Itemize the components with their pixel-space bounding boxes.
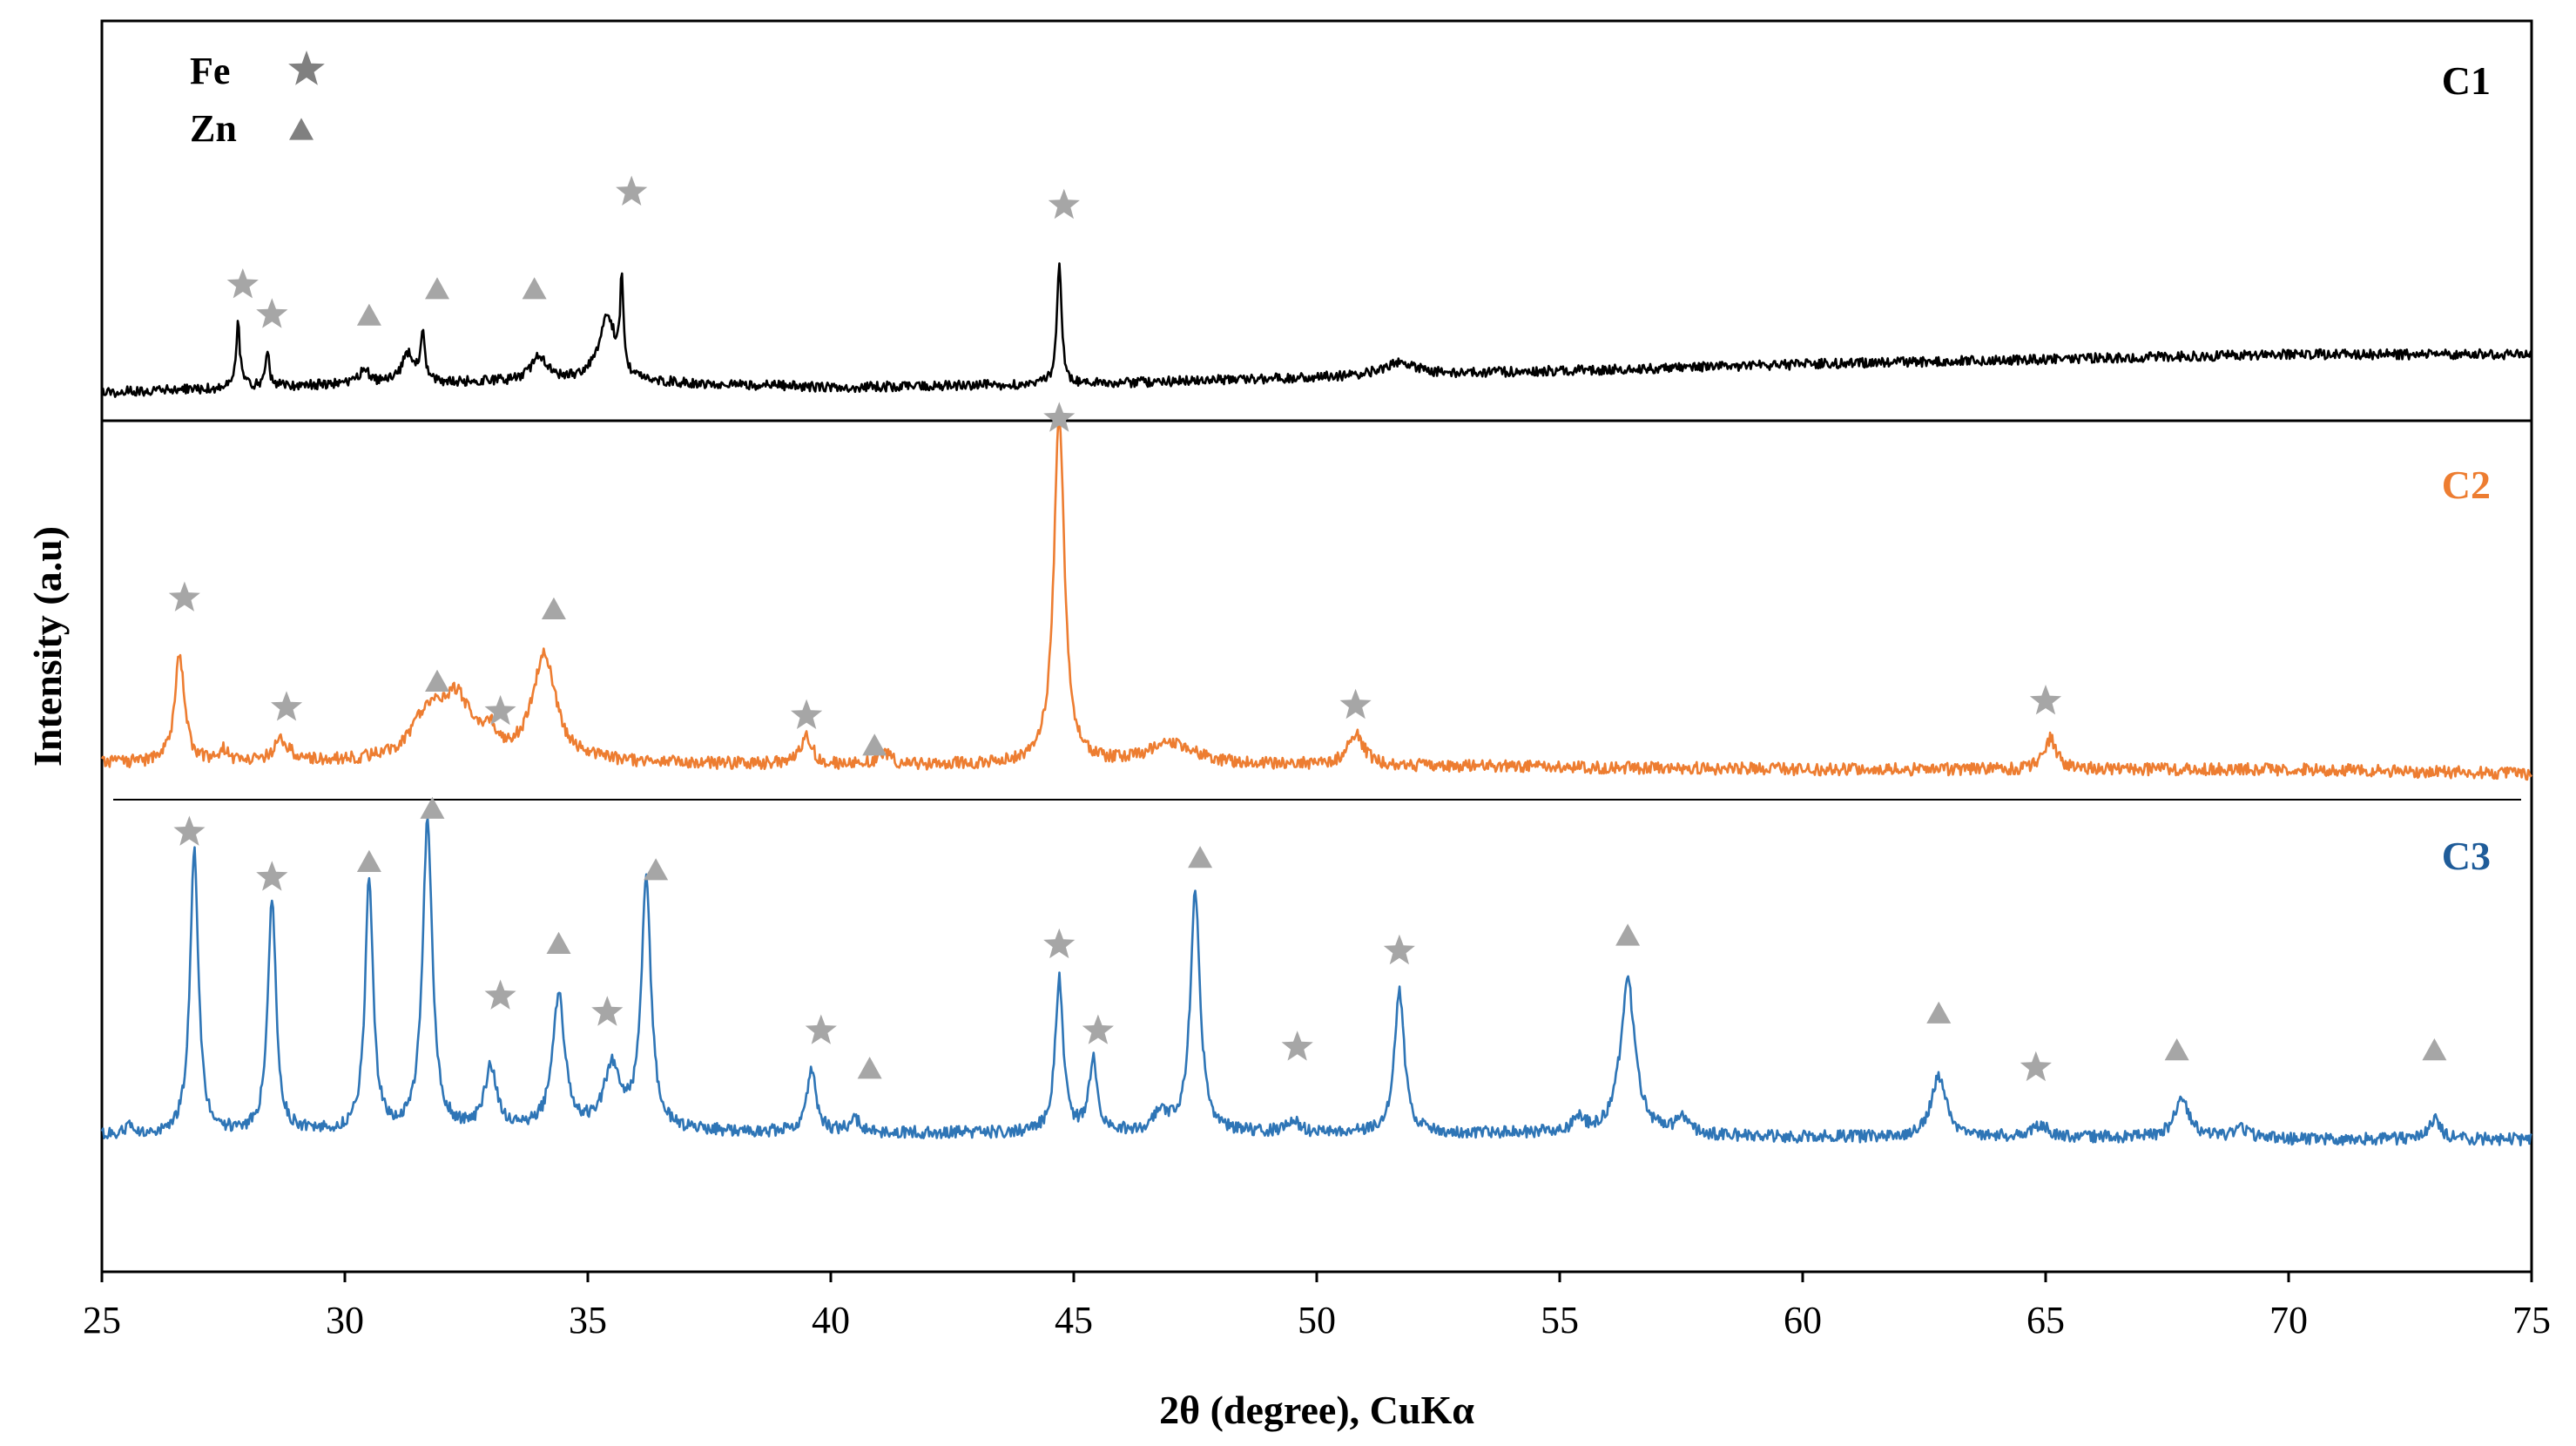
fe-star-marker-c3-13 xyxy=(1281,1030,1313,1061)
fe-star-marker-c2-1 xyxy=(271,691,303,721)
x-tick-label-35: 35 xyxy=(569,1299,607,1341)
fe-star-marker-c3-6 xyxy=(591,996,624,1026)
y-axis-title: Intensity (a.u) xyxy=(25,526,70,767)
series-line-c3 xyxy=(100,817,2532,1146)
legend: Fe Zn xyxy=(190,50,325,150)
zn-triangle-marker-c2-2 xyxy=(425,669,450,692)
legend-star-icon xyxy=(288,51,325,85)
zn-triangle-marker-c3-7 xyxy=(644,858,669,881)
fe-star-marker-c3-0 xyxy=(173,815,206,846)
x-axis-title: 2θ (degree), CuKα xyxy=(1159,1388,1474,1432)
plot-frame xyxy=(100,19,2533,1274)
x-tick-label-75: 75 xyxy=(2512,1299,2551,1341)
series-line-c2 xyxy=(100,416,2532,781)
fe-star-marker-c2-7 xyxy=(1043,402,1076,432)
x-tick-label-70: 70 xyxy=(2269,1299,2308,1341)
fe-star-marker-c1-0 xyxy=(226,268,259,299)
zn-triangle-marker-c2-6 xyxy=(862,733,887,756)
x-tick-label-55: 55 xyxy=(1541,1299,1579,1341)
x-tick-label-45: 45 xyxy=(1055,1299,1093,1341)
zn-triangle-marker-c1-4 xyxy=(522,277,547,300)
zn-triangle-marker-c3-18 xyxy=(2164,1038,2189,1061)
fe-star-marker-c3-11 xyxy=(1082,1014,1114,1044)
legend-triangle-icon xyxy=(289,118,314,140)
zn-triangle-marker-c3-2 xyxy=(356,849,381,872)
phase-markers xyxy=(168,175,2447,1082)
x-tick-label-65: 65 xyxy=(2026,1299,2065,1341)
legend-fe-star xyxy=(288,51,325,85)
zn-triangle-marker-c3-12 xyxy=(1188,846,1213,868)
fe-star-marker-c1-1 xyxy=(256,298,288,328)
x-tick-label-30: 30 xyxy=(326,1299,364,1341)
zn-triangle-marker-c1-3 xyxy=(425,277,450,300)
legend-label-zn: Zn xyxy=(190,107,237,150)
fe-star-marker-c3-4 xyxy=(484,979,516,1010)
fe-star-marker-c2-5 xyxy=(791,699,823,729)
zn-triangle-marker-c3-16 xyxy=(1926,1001,1952,1024)
legend-label-fe: Fe xyxy=(190,50,230,92)
zn-triangle-marker-c3-15 xyxy=(1615,923,1641,946)
zn-triangle-marker-c3-5 xyxy=(546,931,571,954)
fe-star-marker-c3-10 xyxy=(1043,928,1076,959)
x-tick-label-50: 50 xyxy=(1298,1299,1336,1341)
fe-star-marker-c2-0 xyxy=(168,581,200,612)
fe-star-marker-c2-9 xyxy=(2029,685,2062,715)
legend-zn-triangle xyxy=(289,118,314,140)
fe-star-marker-c3-17 xyxy=(2020,1051,2052,1082)
series-line-c1 xyxy=(100,262,2533,398)
fe-star-marker-c2-8 xyxy=(1339,688,1372,720)
fe-star-marker-c3-1 xyxy=(256,861,288,891)
zn-triangle-marker-c2-4 xyxy=(541,597,566,619)
fe-star-marker-c2-3 xyxy=(484,694,516,726)
x-tick-label-25: 25 xyxy=(83,1299,121,1341)
x-axis-ticks: 25 30 35 40 45 50 55 60 65 70 75 xyxy=(83,1272,2551,1341)
series-layer xyxy=(100,262,2533,1146)
zn-triangle-marker-c3-3 xyxy=(420,796,445,819)
x-tick-label-60: 60 xyxy=(1784,1299,1822,1341)
series-label-c2: C2 xyxy=(2442,463,2491,507)
zn-triangle-marker-c3-9 xyxy=(857,1057,882,1079)
series-label-c3: C3 xyxy=(2442,834,2491,878)
fe-star-marker-c1-5 xyxy=(616,175,648,206)
series-label-c1: C1 xyxy=(2442,58,2491,103)
fe-star-marker-c3-8 xyxy=(805,1014,837,1044)
zn-triangle-marker-c1-2 xyxy=(356,303,381,326)
zn-triangle-marker-c3-19 xyxy=(2422,1038,2447,1061)
fe-star-marker-c1-6 xyxy=(1048,188,1080,220)
x-tick-label-40: 40 xyxy=(812,1299,850,1341)
fe-star-marker-c3-14 xyxy=(1383,934,1415,965)
